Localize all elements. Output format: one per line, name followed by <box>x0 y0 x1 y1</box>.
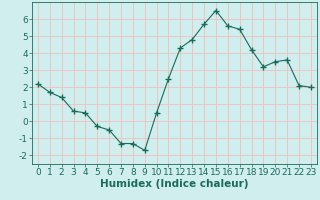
X-axis label: Humidex (Indice chaleur): Humidex (Indice chaleur) <box>100 179 249 189</box>
